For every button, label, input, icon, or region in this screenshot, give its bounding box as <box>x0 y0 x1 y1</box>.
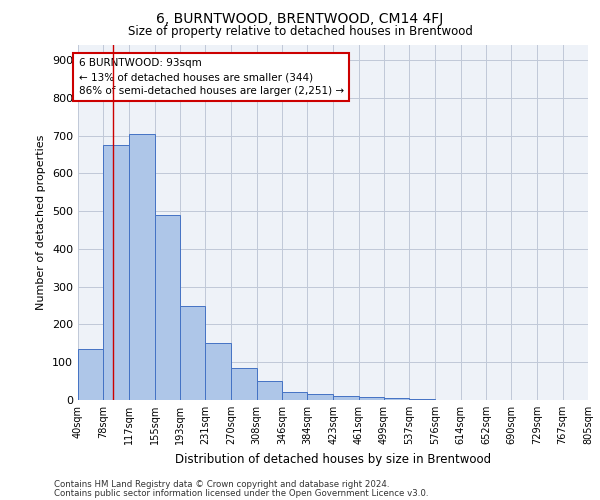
Bar <box>257 381 282 400</box>
Text: 6, BURNTWOOD, BRENTWOOD, CM14 4FJ: 6, BURNTWOOD, BRENTWOOD, CM14 4FJ <box>157 12 443 26</box>
Text: 6 BURNTWOOD: 93sqm
← 13% of detached houses are smaller (344)
86% of semi-detach: 6 BURNTWOOD: 93sqm ← 13% of detached hou… <box>79 58 344 96</box>
Y-axis label: Number of detached properties: Number of detached properties <box>37 135 46 310</box>
Bar <box>78 349 103 400</box>
Bar <box>205 344 232 400</box>
Bar <box>282 392 307 400</box>
Bar <box>359 397 384 400</box>
Bar <box>130 134 155 400</box>
Bar <box>155 215 180 400</box>
Bar <box>103 145 130 400</box>
Bar <box>409 399 436 400</box>
Text: Size of property relative to detached houses in Brentwood: Size of property relative to detached ho… <box>128 25 472 38</box>
Bar <box>180 306 205 400</box>
Bar <box>384 398 409 400</box>
Bar <box>232 368 257 400</box>
X-axis label: Distribution of detached houses by size in Brentwood: Distribution of detached houses by size … <box>175 452 491 466</box>
Text: Contains public sector information licensed under the Open Government Licence v3: Contains public sector information licen… <box>54 489 428 498</box>
Bar <box>334 396 359 400</box>
Text: Contains HM Land Registry data © Crown copyright and database right 2024.: Contains HM Land Registry data © Crown c… <box>54 480 389 489</box>
Bar <box>307 394 334 400</box>
